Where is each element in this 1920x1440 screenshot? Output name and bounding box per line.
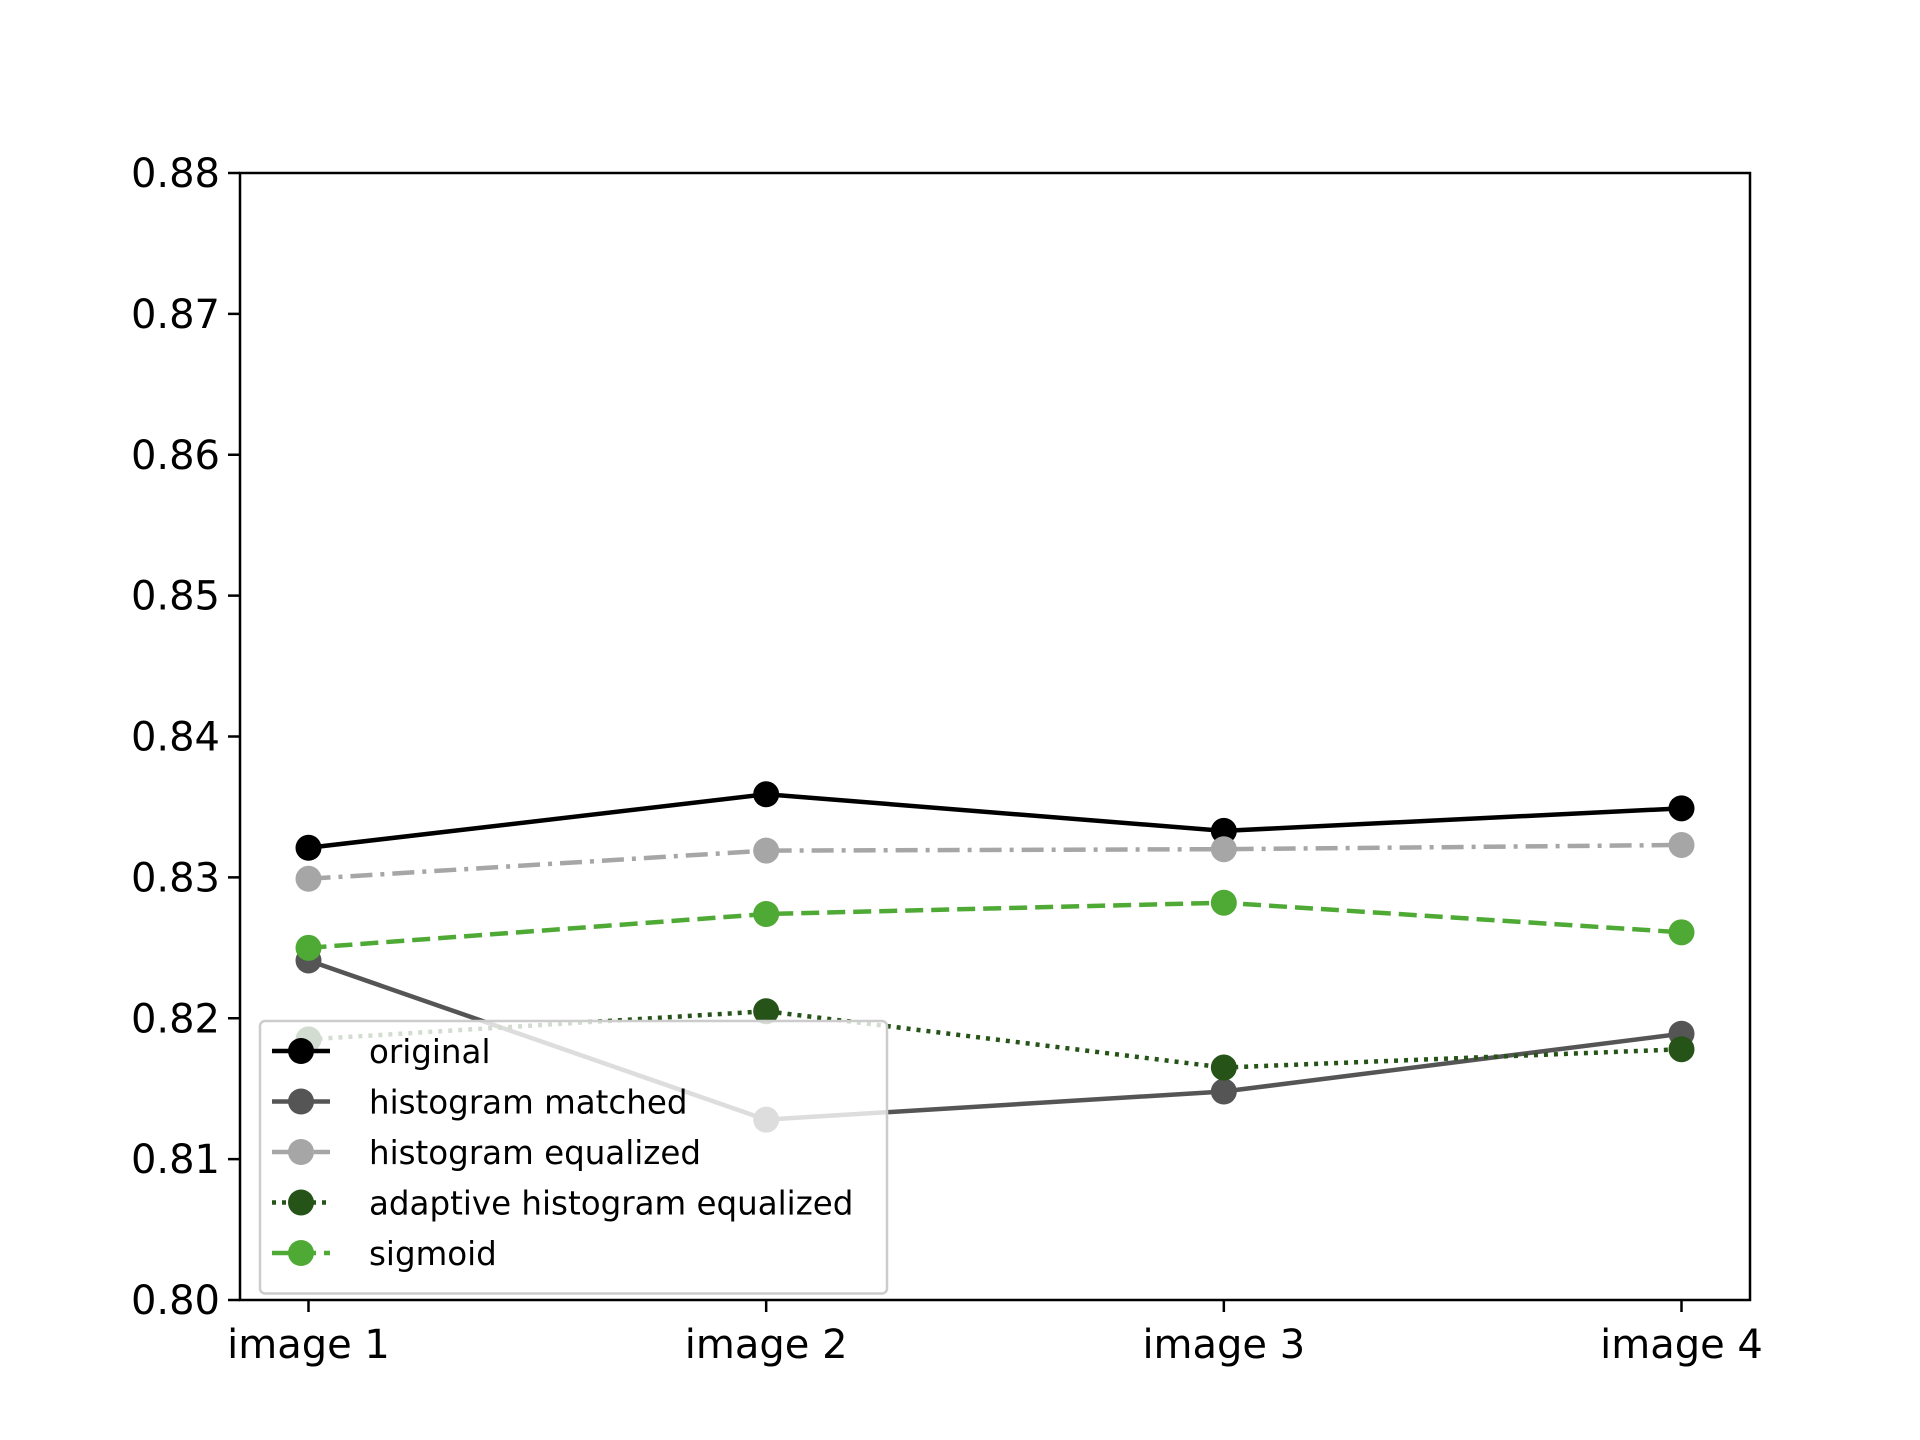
data-point [295,934,322,961]
data-point [753,998,780,1025]
data-point [753,901,780,928]
data-point [1210,817,1237,844]
series-sigmoid [295,889,1695,961]
data-point [753,837,780,864]
y-tick-label: 0.80 [131,1278,220,1324]
legend-marker [288,1240,314,1266]
y-tick-label: 0.85 [131,574,220,620]
y-tick-label: 0.83 [131,855,220,901]
data-point [1210,1078,1237,1105]
data-point [295,865,322,892]
x-tick-label: image 3 [1142,1322,1305,1368]
legend-marker [288,1189,314,1216]
data-point [1668,831,1695,858]
legend-label: original [369,1033,490,1071]
series-line [308,792,1682,851]
data-point [1210,1054,1237,1081]
series-line [308,842,1682,882]
data-point [1668,1036,1695,1063]
data-point [1210,889,1237,916]
legend-entry: original [272,1033,490,1071]
legend-entry: histogram matched [272,1084,688,1122]
y-tick-label: 0.82 [131,996,220,1042]
axes: 0.80 0.81 0.82 0.83 0.84 0.85 0.86 0.87 0.88 imag… [131,151,1763,1368]
legend-label: histogram matched [369,1084,688,1122]
legend: original histogram matched histogram equal… [258,1019,889,1295]
x-tick-label: image 4 [1600,1322,1763,1368]
y-tick-label: 0.86 [131,433,220,479]
y-tick-label: 0.81 [131,1137,220,1183]
legend-label: adaptive histogram equalized [369,1185,853,1223]
legend-label: histogram equalized [369,1134,701,1172]
y-tick-label: 0.84 [131,715,220,761]
data-point [295,834,322,861]
y-tick-label: 0.88 [131,151,220,197]
series-original [295,781,1695,861]
legend-box [258,1019,889,1295]
series-histogram-equalized [295,831,1695,892]
series-line [308,900,1682,951]
legend-label: sigmoid [369,1235,497,1273]
legend-marker [288,1088,314,1115]
y-tick-label: 0.87 [131,292,220,338]
legend-marker [288,1038,314,1064]
data-point [753,781,780,808]
data-point [1210,836,1237,863]
x-tick-label: image 1 [227,1322,390,1368]
legend-entry: adaptive histogram equalized [272,1185,853,1223]
data-point [1668,795,1695,822]
data-point [1668,919,1695,946]
legend-entry: sigmoid [272,1235,497,1273]
legend-marker [288,1139,314,1165]
legend-entry: histogram equalized [272,1134,701,1172]
x-tick-label: image 2 [685,1322,848,1368]
